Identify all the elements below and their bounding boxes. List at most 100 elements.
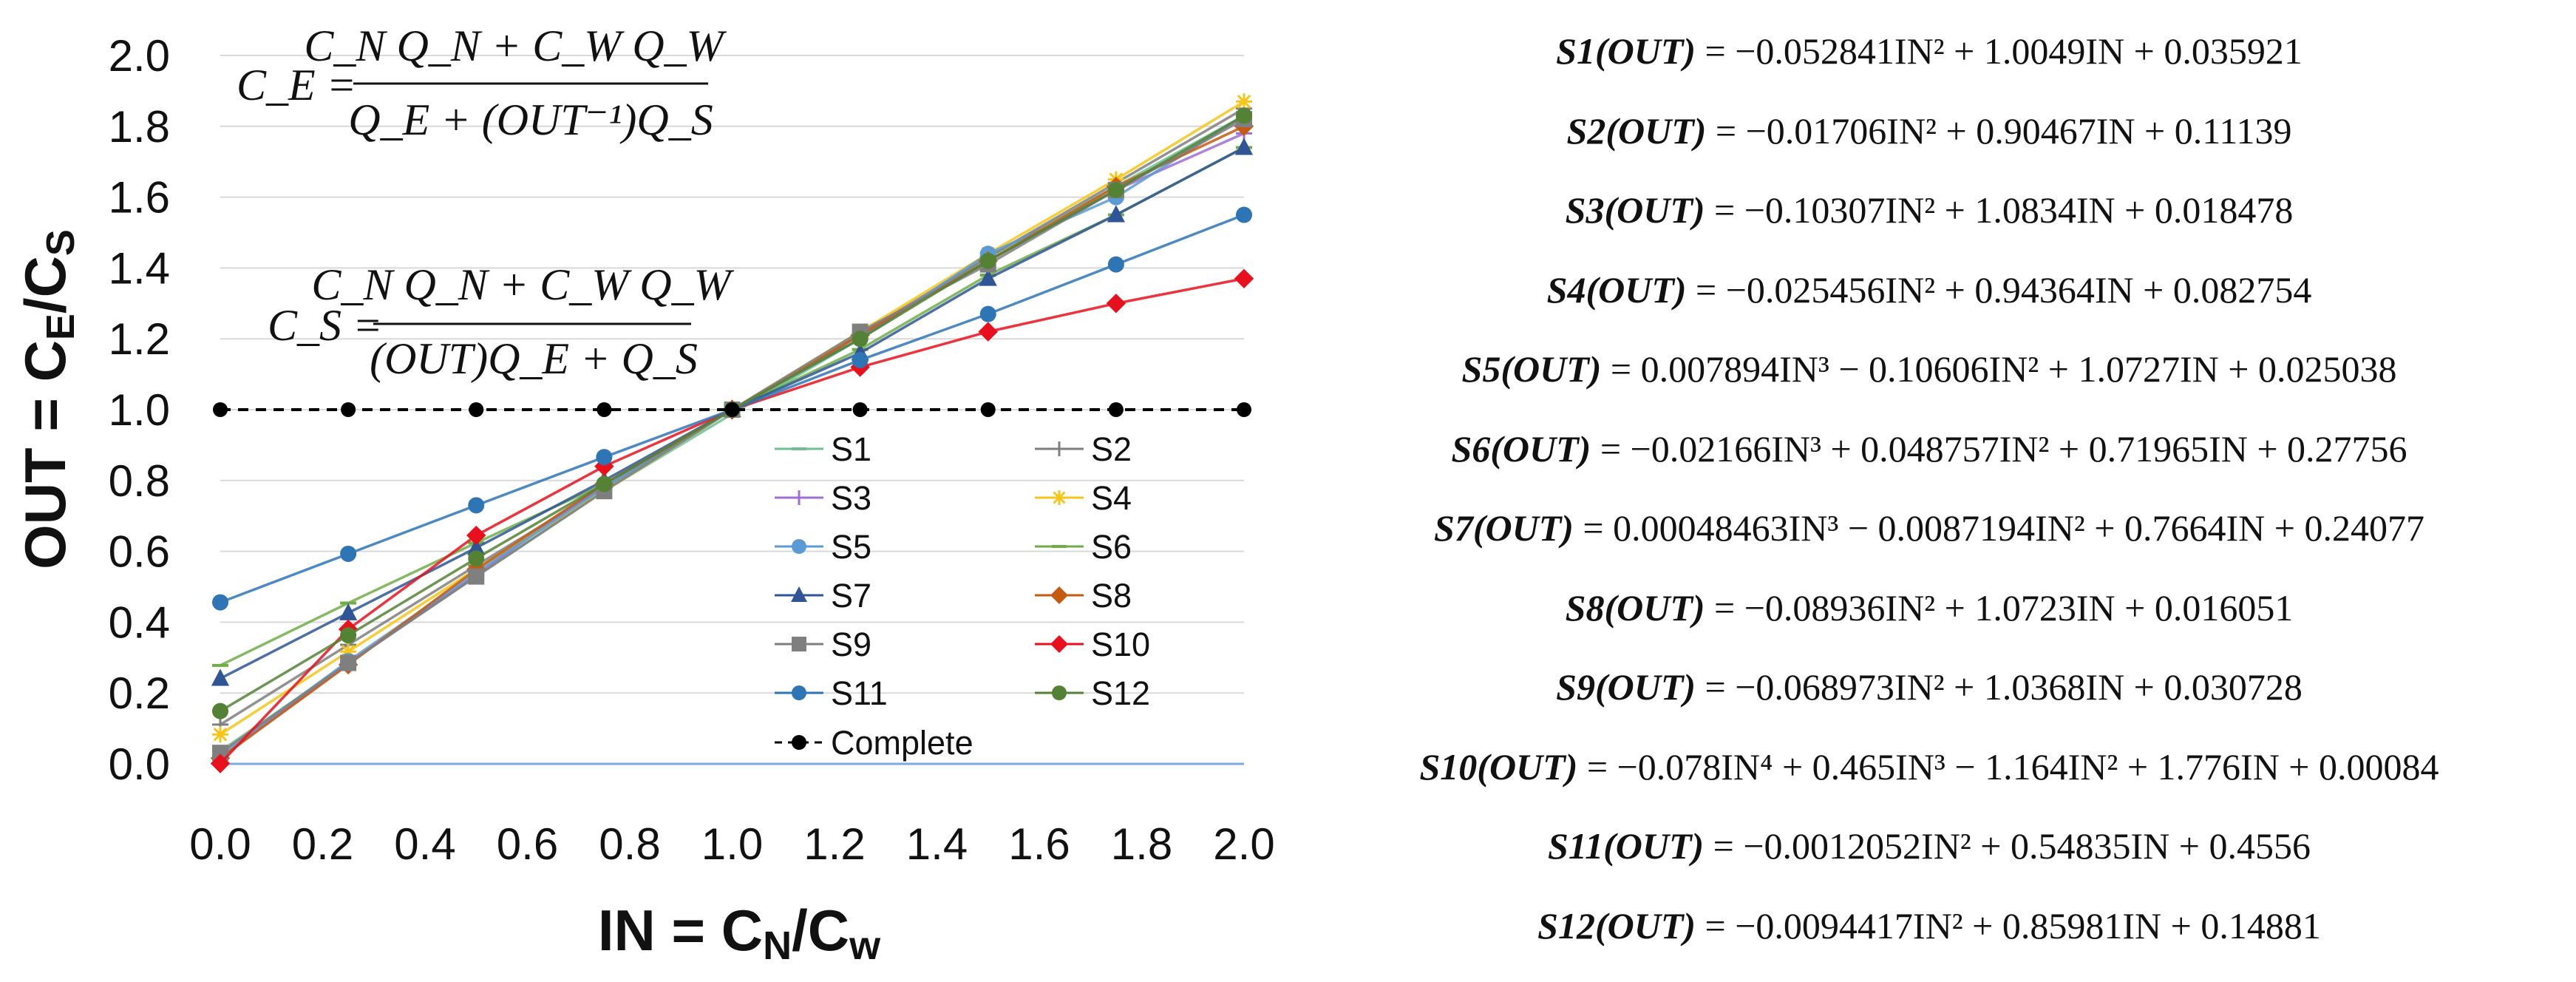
data-point-S11 xyxy=(979,305,996,322)
equation-text: = −0.025456IN² + 0.94364IN + 0.082754 xyxy=(1686,268,2312,311)
data-point-S7 xyxy=(467,538,486,555)
x-tick-label: 0.2 xyxy=(292,819,353,869)
equation-row: S4(OUT) = −0.025456IN² + 0.94364IN + 0.0… xyxy=(1286,268,2572,311)
legend-item-S6: S6 xyxy=(1035,528,1132,566)
equation-row: S9(OUT) = −0.068973IN² + 1.0368IN + 0.03… xyxy=(1286,666,2572,708)
data-point-S7 xyxy=(339,603,358,620)
equation-row: S12(OUT) = −0.0094417IN² + 0.85981IN + 0… xyxy=(1286,904,2572,947)
data-point-S12 xyxy=(340,627,357,644)
x-tick-label: 1.0 xyxy=(701,819,763,869)
legend-label-S11: S11 xyxy=(831,674,888,712)
x-axis-title: IN = CN/Cw xyxy=(598,898,881,968)
y-tick-label: 0.8 xyxy=(109,456,170,506)
data-point-S11 xyxy=(852,351,869,368)
legend-marker-S11 xyxy=(792,685,806,700)
x-tick-label: 1.2 xyxy=(803,819,865,869)
data-point-S4 xyxy=(340,643,357,660)
data-point-S11 xyxy=(1236,206,1252,223)
data-point-S12 xyxy=(596,475,613,492)
equation-row: S1(OUT) = −0.052841IN² + 1.0049IN + 0.03… xyxy=(1286,30,2572,72)
equation-row: S10(OUT) = −0.078IN⁴ + 0.465IN³ − 1.164I… xyxy=(1286,745,2572,788)
tick-labels: 0.0 0.2 0.4 0.6 0.8 1.0 1.2 1.4 1.6 1.8 2.0 0.0 0.2 0… xyxy=(109,31,1275,869)
legend-label-S7: S7 xyxy=(831,577,871,614)
equation-text: = −0.068973IN² + 1.0368IN + 0.030728 xyxy=(1696,666,2303,708)
data-point-Complete xyxy=(1108,402,1124,417)
legend-item-S8: S8 xyxy=(1035,577,1132,614)
ce-formula-denominator: Q_E + (OUT⁻¹)Q_S xyxy=(348,95,713,144)
equation-label: S10(OUT) xyxy=(1419,745,1578,788)
data-point-S10 xyxy=(978,322,998,342)
legend-label-Complete: Complete xyxy=(831,724,973,762)
data-point-S12 xyxy=(468,550,485,567)
legend-item-S4: S4 xyxy=(1035,479,1132,517)
equation-label: S7(OUT) xyxy=(1434,507,1574,549)
data-point-Complete xyxy=(213,402,228,417)
data-point-Complete xyxy=(1237,402,1251,417)
data-point-S12 xyxy=(212,702,228,719)
data-point-S7 xyxy=(979,268,997,286)
data-point-Complete xyxy=(980,402,996,417)
y-tick-label: 0.2 xyxy=(109,668,170,718)
chart: 0.0 0.2 0.4 0.6 0.8 1.0 1.2 1.4 1.6 1.8 2.0 0.0 0.2 0… xyxy=(13,21,1275,968)
equation-label: S2(OUT) xyxy=(1566,109,1707,152)
legend-item-S3: S3 xyxy=(775,479,871,517)
equation-text: = 0.007894IN³ − 0.10606IN² + 1.0727IN + … xyxy=(1601,348,2397,390)
legend-label-S12: S12 xyxy=(1091,674,1150,712)
equation-label: S3(OUT) xyxy=(1565,189,1705,231)
x-tick-label: 0.4 xyxy=(394,819,455,869)
legend-marker-Complete xyxy=(792,735,806,750)
legend-marker-S10 xyxy=(1050,635,1068,653)
y-tick-label: 1.6 xyxy=(109,173,170,223)
equation-row: S2(OUT) = −0.01706IN² + 0.90467IN + 0.11… xyxy=(1286,109,2572,152)
legend-item-S2: S2 xyxy=(1035,430,1132,468)
data-point-S11 xyxy=(468,497,485,514)
equation-row: S5(OUT) = 0.007894IN³ − 0.10606IN² + 1.0… xyxy=(1286,348,2572,390)
equation-text: = −0.078IN⁴ + 0.465IN³ − 1.164IN² + 1.77… xyxy=(1577,745,2439,788)
legend-label-S1: S1 xyxy=(831,430,871,468)
equation-row: S7(OUT) = 0.00048463IN³ − 0.0087194IN² +… xyxy=(1286,507,2572,549)
cs-formula-denominator: (OUT)Q_E + Q_S xyxy=(370,334,698,383)
data-point-S12 xyxy=(979,252,996,269)
legend-item-S7: S7 xyxy=(775,577,871,614)
legend-marker-S9 xyxy=(792,637,806,651)
legend-item-Complete: Complete xyxy=(775,724,973,762)
equation-label: S5(OUT) xyxy=(1461,348,1602,390)
data-point-S12 xyxy=(1107,182,1124,199)
y-tick-label: 1.8 xyxy=(109,102,170,152)
data-point-S10 xyxy=(1106,294,1126,314)
legend-label-S10: S10 xyxy=(1091,626,1150,663)
equation-row: S6(OUT) = −0.02166IN³ + 0.048757IN² + 0.… xyxy=(1286,427,2572,470)
legend: S1 S2 S3 S4 S5 S6 S7 S8 S9 S10 S11 S12 Complete xyxy=(775,430,1150,762)
data-point-S11 xyxy=(340,545,357,562)
x-tick-label: 1.4 xyxy=(906,819,968,869)
legend-marker-S12 xyxy=(1052,685,1067,700)
data-point-S11 xyxy=(596,449,613,466)
equation-text: = −0.052841IN² + 1.0049IN + 0.035921 xyxy=(1696,30,2303,72)
series-Complete xyxy=(213,402,1251,417)
equation-text: = −0.02166IN³ + 0.048757IN² + 0.71965IN … xyxy=(1591,427,2407,470)
ce-formula-numerator: C_N Q_N + C_W Q_W xyxy=(304,21,727,70)
legend-label-S3: S3 xyxy=(831,479,871,517)
y-tick-label: 0.0 xyxy=(109,739,170,789)
x-tick-label: 0.6 xyxy=(497,819,558,869)
legend-item-S9: S9 xyxy=(775,626,871,663)
legend-item-S1: S1 xyxy=(775,430,871,468)
data-point-S9 xyxy=(468,568,485,585)
ce-formula-lhs: C_E = xyxy=(237,61,356,109)
cs-formula-lhs: C_S = xyxy=(268,301,383,350)
data-point-Complete xyxy=(469,402,484,417)
cs-formula-numerator: C_N Q_N + C_W Q_W xyxy=(311,260,734,309)
x-tick-label: 1.6 xyxy=(1008,819,1070,869)
data-point-S10 xyxy=(210,754,231,773)
legend-label-S2: S2 xyxy=(1091,430,1132,468)
data-point-S4 xyxy=(1236,93,1252,110)
legend-marker-S2 xyxy=(1052,441,1067,456)
legend-marker-S5 xyxy=(792,539,806,554)
data-point-Complete xyxy=(597,402,612,417)
data-point-Complete xyxy=(852,402,868,417)
data-point-S9 xyxy=(340,654,357,671)
x-tick-label: 0.0 xyxy=(189,819,251,869)
equation-row: S8(OUT) = −0.08936IN² + 1.0723IN + 0.016… xyxy=(1286,586,2572,629)
equation-label: S11(OUT) xyxy=(1548,825,1705,867)
equation-text: = −0.01706IN² + 0.90467IN + 0.11139 xyxy=(1706,109,2292,152)
